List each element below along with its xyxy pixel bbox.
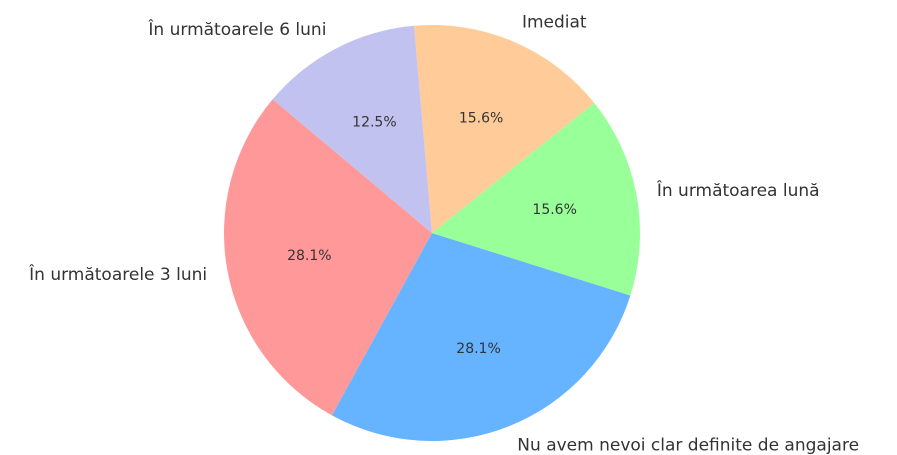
pie-slice (414, 25, 595, 234)
pie-slice (223, 99, 432, 416)
slice-label: Imediat (522, 13, 587, 33)
percent-label: 15.6% (459, 110, 503, 126)
percent-label: 28.1% (456, 341, 500, 357)
pie-slice (272, 25, 432, 234)
percent-label: 28.1% (287, 248, 331, 264)
slice-label: În următoarele 6 luni (147, 18, 326, 40)
slice-label: În următoarea lună (656, 179, 820, 201)
pie-slice (331, 233, 631, 441)
percent-label: 15.6% (532, 202, 576, 218)
percent-label: 12.5% (352, 114, 396, 130)
slice-label: Nu avem nevoi clar definite de angajare (517, 435, 859, 455)
pie-slice (432, 102, 641, 296)
slice-label: În următoarele 3 luni (28, 263, 207, 285)
